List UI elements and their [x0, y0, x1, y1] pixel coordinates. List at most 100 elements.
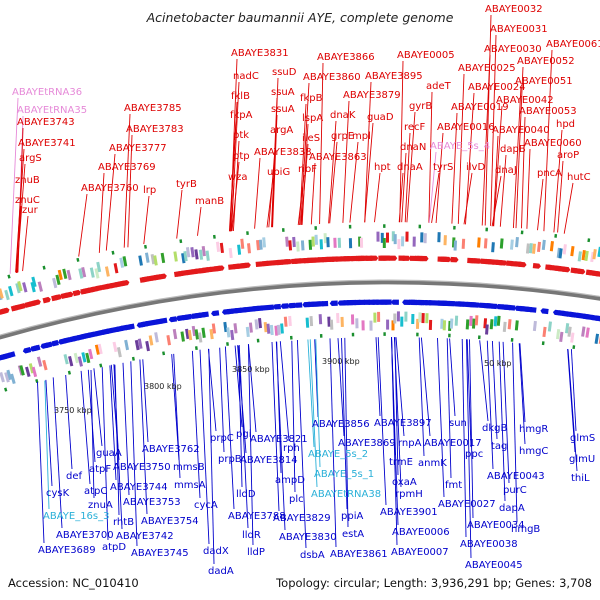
cog-block	[245, 326, 250, 338]
gene-label: cycA	[194, 500, 218, 511]
gene-label: purC	[503, 485, 527, 496]
forward-gene-arrow	[65, 291, 74, 299]
gene-label: ABAYE3869	[338, 438, 396, 449]
cog-block	[148, 335, 154, 346]
cog-block	[31, 366, 38, 378]
cog-block	[166, 335, 171, 346]
gene-label: plc	[289, 494, 304, 505]
gene-label: cysK	[46, 488, 70, 499]
gene-label: znuB	[15, 175, 40, 186]
leader-line	[374, 172, 381, 223]
gene-label: ABAYE0006	[392, 527, 450, 538]
cog-block	[57, 269, 63, 281]
cog-block	[68, 355, 74, 367]
leader-line	[113, 364, 123, 530]
cog-block	[96, 261, 102, 273]
leader-line	[307, 339, 315, 448]
gene-label: argA	[270, 125, 293, 136]
gene-label: mpl	[352, 131, 371, 142]
cog-block	[453, 240, 458, 251]
cog-block	[361, 320, 365, 331]
leader-line	[364, 81, 372, 223]
cog-block	[258, 317, 262, 329]
forward-gene-arrow	[420, 255, 429, 262]
cog-block	[138, 255, 143, 266]
marker	[448, 333, 451, 338]
leader-line	[404, 132, 411, 223]
cog-block	[230, 329, 235, 341]
cog-block	[89, 267, 95, 278]
marker	[289, 335, 293, 340]
leader-line	[493, 105, 503, 227]
gene-label: ABAYE3829	[273, 513, 331, 524]
gene-label: ABAYE0025	[458, 63, 516, 74]
leader-line	[377, 337, 387, 506]
forward-gene-arrow	[595, 271, 600, 278]
gene-label: glmU	[569, 454, 595, 465]
cog-block	[153, 255, 158, 266]
leader-line	[228, 120, 237, 232]
leader-line	[349, 141, 359, 223]
cog-block	[326, 237, 330, 248]
forward-gene-arrow	[18, 303, 27, 310]
cog-block	[412, 236, 416, 247]
cog-block	[269, 324, 274, 336]
forward-gene-arrow	[32, 299, 41, 306]
leader-line	[309, 339, 318, 488]
leader-line	[481, 54, 491, 226]
leader-line	[310, 162, 316, 225]
gene-label: ABAYE3753	[123, 497, 181, 508]
leader-line	[521, 116, 526, 229]
top-gene-labels: ABAYE3831 nadC fklB fkpA ptk ptp wza ABA…	[12, 4, 600, 216]
cog-block	[19, 365, 25, 376]
gene-label: ABAYE0007	[391, 547, 449, 558]
gene-label: rph	[283, 443, 300, 454]
cog-block	[536, 241, 542, 253]
forward-gene-arrow	[42, 296, 51, 304]
reverse-gene-arrow	[183, 313, 192, 320]
marker	[520, 230, 524, 235]
gene-label: hutC	[567, 172, 591, 183]
cog-block	[393, 234, 397, 245]
gene-label: grpE	[331, 131, 354, 142]
cog-block	[201, 245, 206, 257]
forward-gene-arrow	[532, 262, 541, 269]
cog-block	[209, 328, 214, 340]
leader-line	[16, 205, 22, 274]
cog-block	[262, 237, 267, 248]
leader-line	[231, 161, 240, 232]
cog-block	[6, 369, 13, 381]
feature-rings	[0, 14, 600, 565]
cog-block	[8, 285, 14, 297]
tick-3850: 3850 kbp	[232, 365, 270, 374]
gene-label: lldD	[236, 489, 256, 500]
reverse-gene-arrow	[259, 304, 269, 311]
leader-line	[391, 337, 398, 546]
leader-line	[492, 135, 499, 227]
cog-block	[31, 276, 37, 288]
cog-block	[292, 236, 296, 248]
forward-gene-arrow	[370, 255, 379, 261]
gene-label: ABAYE3830	[279, 532, 337, 543]
cog-block	[173, 251, 178, 262]
leader-line	[570, 349, 577, 432]
leader-line	[9, 97, 19, 274]
cog-block	[311, 236, 315, 247]
cog-block	[15, 282, 21, 294]
marker	[194, 346, 198, 351]
leader-line	[393, 337, 402, 488]
gene-label: dadA	[208, 566, 234, 577]
gene-label: hmgB	[511, 524, 540, 535]
cog-block	[386, 232, 389, 243]
leader-line	[486, 340, 494, 470]
forward-gene-arrow	[473, 258, 482, 264]
cog-block	[254, 319, 259, 330]
cog-block	[404, 311, 408, 322]
cog-block	[559, 331, 564, 343]
leader-line	[266, 177, 274, 228]
gene-label: atpD	[102, 542, 126, 553]
marker	[131, 356, 135, 361]
marker	[348, 224, 352, 229]
leader-line	[109, 365, 117, 481]
